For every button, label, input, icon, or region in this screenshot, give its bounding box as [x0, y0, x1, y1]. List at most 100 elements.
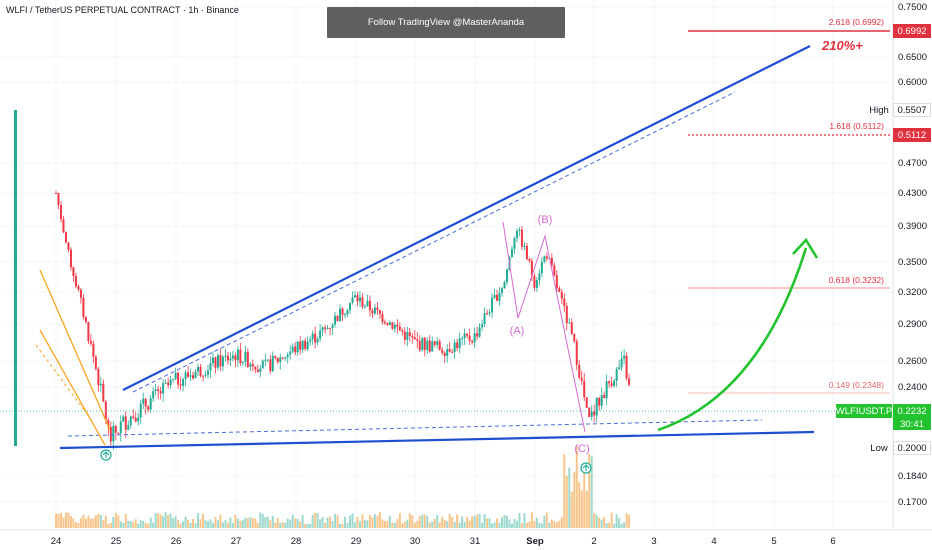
volume-bar — [493, 522, 496, 528]
high-label: High — [866, 103, 892, 117]
candle-body — [613, 380, 616, 386]
volume-bar — [605, 523, 608, 528]
volume-bar — [62, 517, 65, 528]
time-tick-label: 27 — [230, 536, 242, 547]
candle-body — [284, 357, 287, 359]
candle-body — [296, 341, 299, 353]
volume-bar — [446, 521, 449, 528]
candle-body — [239, 349, 242, 364]
price-tick-label: 0.3900 — [897, 221, 927, 232]
volume-bar — [179, 523, 182, 528]
volume-bar — [336, 515, 339, 528]
candle-body — [216, 355, 219, 368]
candle-body — [570, 322, 573, 334]
candle-body — [583, 380, 586, 398]
volume-bar — [234, 514, 237, 528]
volume-bar — [274, 522, 277, 528]
volume-bar — [515, 520, 518, 528]
upper-trendline[interactable] — [122, 45, 811, 391]
candle-body — [580, 377, 583, 381]
price-tick-label: 0.1840 — [897, 471, 927, 482]
candle-body — [132, 416, 135, 419]
candle-body — [476, 333, 479, 337]
candle-body — [226, 355, 229, 361]
volume-bar — [383, 521, 386, 528]
candle-body — [89, 340, 92, 344]
candle-body — [403, 331, 406, 340]
candle-body — [94, 356, 97, 369]
volume-bar — [441, 516, 444, 528]
volume-bar — [79, 518, 82, 528]
candle-body — [321, 327, 324, 331]
candle-body — [62, 219, 65, 233]
candle-body — [471, 340, 474, 343]
volume-bar — [306, 523, 309, 528]
wave-a-label: (A) — [509, 325, 525, 337]
volume-bar — [598, 517, 601, 528]
volume-bar — [109, 522, 112, 528]
candle-body — [408, 332, 411, 337]
candle-body — [316, 338, 319, 343]
candle-body — [530, 260, 533, 276]
volume-bar — [600, 519, 603, 528]
volume-bar — [152, 522, 155, 528]
volume-bar — [436, 514, 439, 528]
low-label: Low — [866, 441, 892, 455]
volume-bar — [309, 523, 312, 528]
candle-body — [545, 256, 548, 259]
candle-body — [481, 323, 484, 328]
volume-bar — [137, 523, 140, 528]
candle-body — [578, 364, 581, 378]
volume-bar — [319, 519, 322, 528]
price-tick-label: 0.2400 — [897, 382, 927, 393]
volume-bar — [187, 519, 190, 528]
time-tick-label: 4 — [711, 536, 717, 547]
volume-bar — [371, 517, 374, 528]
candle-body — [211, 357, 214, 364]
candle-body — [274, 355, 277, 358]
candle-body — [124, 416, 127, 430]
volume-bar — [57, 513, 60, 528]
candle-body — [438, 341, 441, 350]
candle-body — [112, 425, 115, 442]
candle-body — [159, 390, 162, 394]
high-value: 0.5507 — [893, 103, 931, 117]
candle-body — [388, 322, 391, 325]
candle-body — [381, 313, 384, 322]
volume-bar — [555, 522, 558, 528]
candle-body — [164, 382, 167, 384]
wedge-upper-line — [39, 269, 111, 431]
time-tick-label: 26 — [170, 536, 182, 547]
candle-body — [246, 351, 249, 367]
volume-bar — [523, 513, 526, 528]
volume-bar — [613, 523, 616, 528]
volume-bar — [281, 522, 284, 528]
time-tick-label: 28 — [290, 536, 302, 547]
volume-bar — [294, 518, 297, 528]
follow-banner[interactable]: Follow TradingView @MasterAnanda — [327, 7, 565, 38]
candle-body — [560, 292, 563, 299]
volume-bar — [211, 522, 214, 528]
candlesticks — [14, 110, 631, 450]
volume-bar — [568, 467, 571, 528]
fib-1618-label: 1.618 (0.5112) — [829, 121, 884, 131]
volume-bar — [264, 517, 267, 528]
volume-bar — [67, 512, 70, 528]
candle-body — [608, 381, 611, 384]
volume-bar — [329, 516, 332, 528]
symbol-title[interactable]: WLFI / TetherUS PERPETUAL CONTRACT · 1h … — [6, 5, 239, 15]
candle-body — [386, 323, 389, 325]
lower-trendline[interactable] — [59, 430, 815, 450]
volume-bar — [349, 515, 352, 528]
volume-bar — [209, 519, 212, 528]
upper-dashed-line — [132, 91, 736, 393]
volume-bar — [184, 516, 187, 528]
volume-bar — [351, 513, 354, 528]
volume-bar — [545, 512, 548, 528]
volume-bar — [391, 522, 394, 528]
volume-bar — [182, 521, 185, 528]
volume-bar — [421, 514, 424, 528]
candle-body — [618, 367, 621, 370]
